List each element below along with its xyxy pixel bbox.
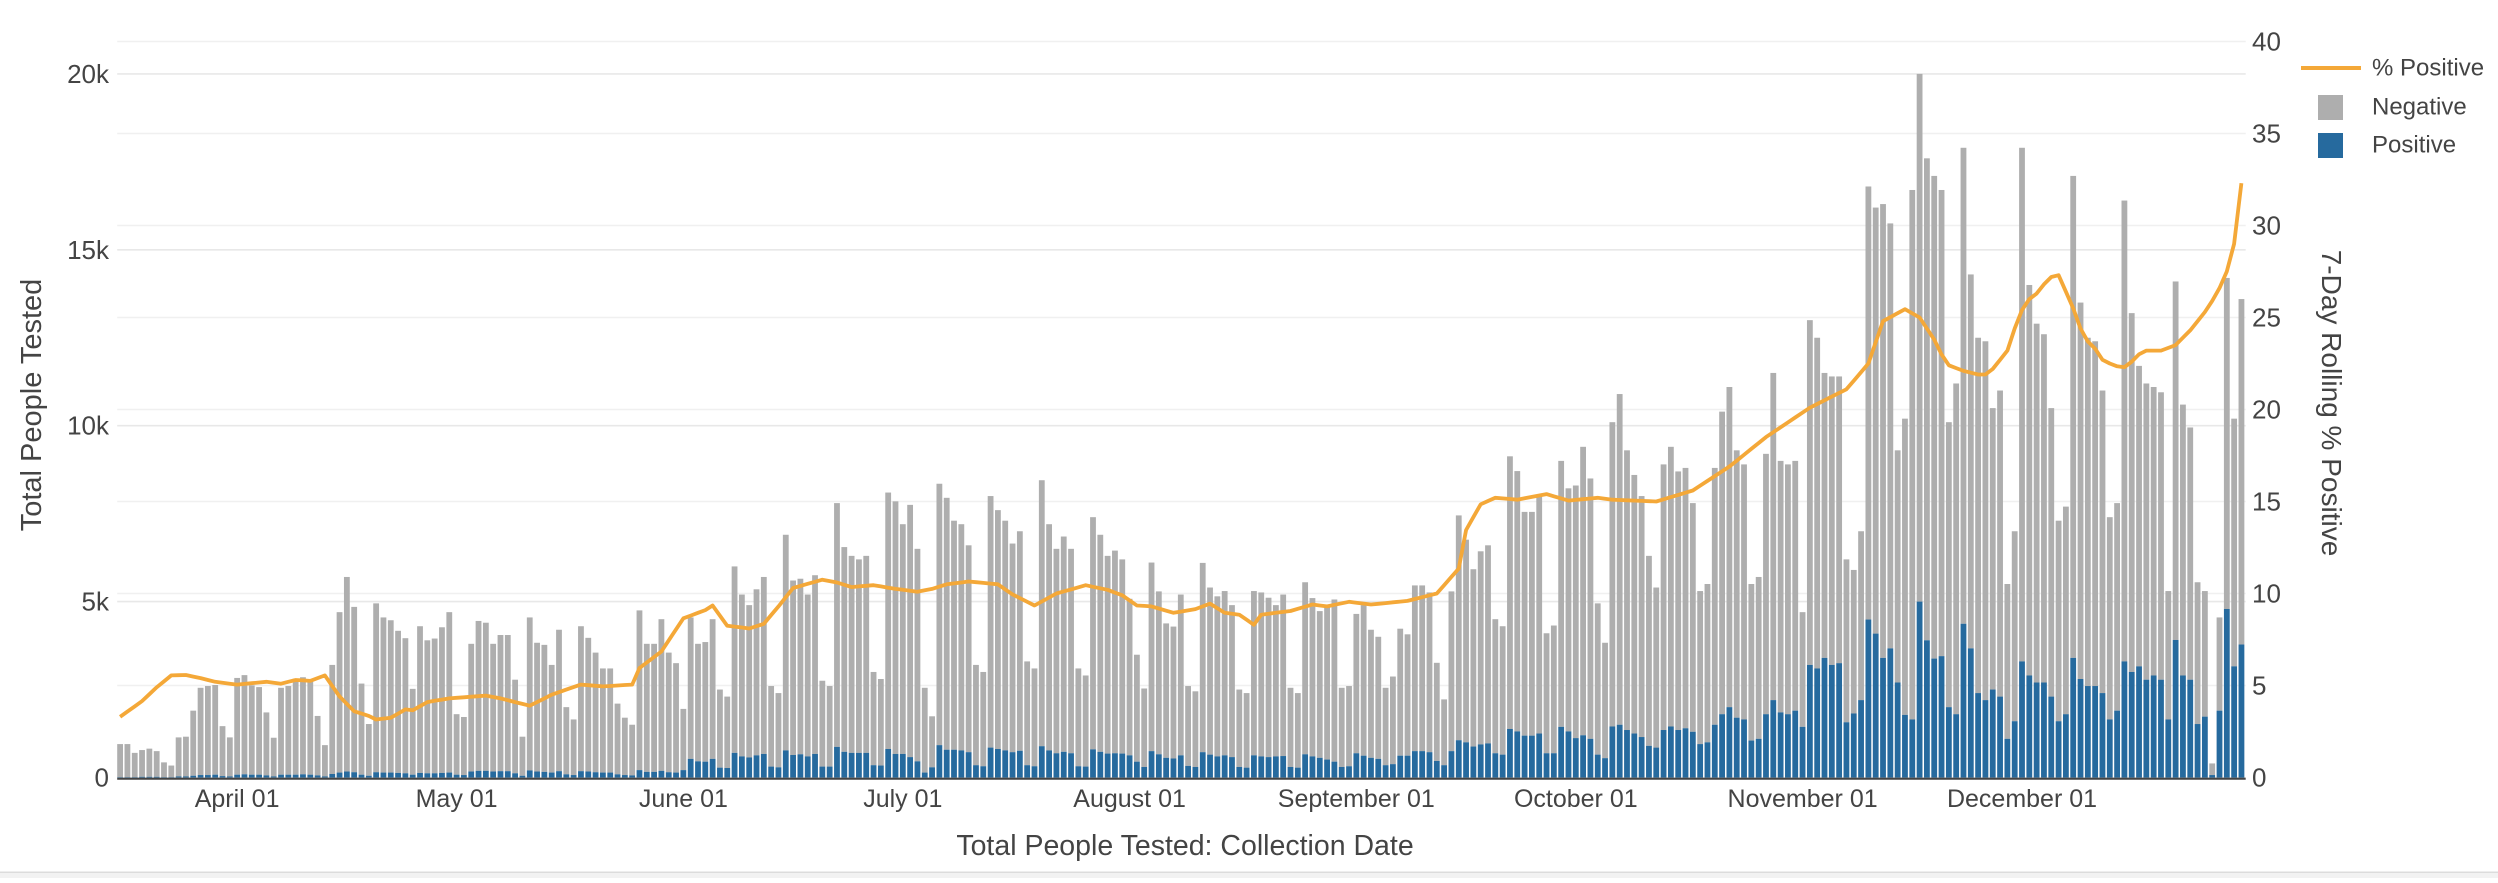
svg-text:30: 30 — [2252, 211, 2281, 241]
svg-text:20k: 20k — [67, 59, 110, 89]
svg-text:Total People Tested: Total People Tested — [16, 279, 48, 532]
svg-text:August 01: August 01 — [1073, 785, 1186, 813]
svg-text:15k: 15k — [67, 235, 110, 265]
svg-text:December 01: December 01 — [1947, 785, 2097, 813]
svg-text:0: 0 — [2252, 763, 2266, 793]
svg-text:25: 25 — [2252, 303, 2281, 333]
svg-text:April 01: April 01 — [195, 785, 280, 813]
svg-text:September 01: September 01 — [1278, 785, 1435, 813]
svg-text:10: 10 — [2252, 579, 2281, 609]
svg-text:% Positive: % Positive — [2372, 55, 2484, 82]
svg-text:Negative: Negative — [2372, 94, 2467, 121]
svg-text:Total People Tested: Collectio: Total People Tested: Collection Date — [956, 830, 1413, 862]
svg-text:Positive: Positive — [2372, 132, 2456, 159]
svg-text:November 01: November 01 — [1728, 785, 1878, 813]
svg-text:October 01: October 01 — [1514, 785, 1638, 813]
svg-text:20: 20 — [2252, 395, 2281, 425]
svg-text:May 01: May 01 — [416, 785, 498, 813]
svg-text:15: 15 — [2252, 487, 2281, 517]
svg-text:0: 0 — [95, 763, 109, 793]
svg-text:35: 35 — [2252, 119, 2281, 149]
svg-text:10k: 10k — [67, 411, 110, 441]
svg-text:40: 40 — [2252, 27, 2281, 57]
svg-text:June 01: June 01 — [639, 785, 728, 813]
svg-text:5: 5 — [2252, 671, 2266, 701]
svg-text:July 01: July 01 — [863, 785, 942, 813]
svg-text:7-Day Rolling % Positive: 7-Day Rolling % Positive — [2316, 250, 2347, 557]
svg-text:5k: 5k — [82, 587, 110, 617]
